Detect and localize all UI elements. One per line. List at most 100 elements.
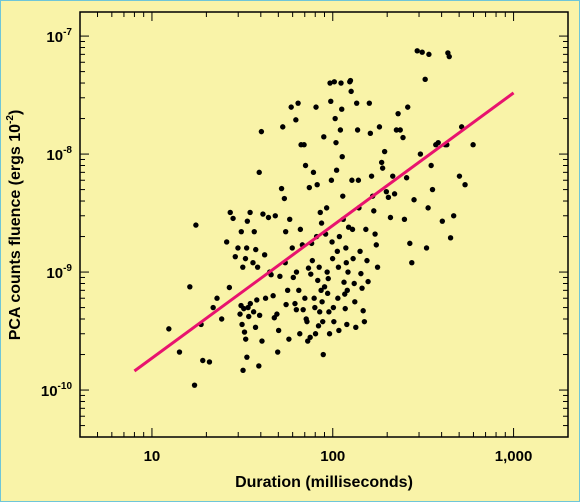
data-point [312,304,318,311]
data-point [423,245,430,251]
data-point [336,327,342,334]
data-point [428,162,434,169]
data-point [358,270,364,277]
x-axis-title: Duration (milliseconds) [235,474,413,491]
data-point [305,265,312,271]
data-point [403,175,410,181]
data-point [307,334,313,340]
data-point [439,218,446,224]
data-point [244,354,250,360]
data-point [350,255,356,262]
data-point [345,269,351,275]
data-point [365,278,371,285]
data-point [371,208,377,214]
data-point [329,255,336,262]
x-tick-label: 10 [144,448,161,465]
y-tick-label: 10-9 [46,263,72,282]
data-point [271,315,278,321]
data-point [338,80,344,86]
data-point [317,209,323,216]
data-point [243,245,250,251]
data-point [320,318,326,325]
data-point [250,260,256,266]
data-point [387,214,394,221]
data-point [426,51,432,58]
data-point [336,233,343,240]
data-point [315,323,322,329]
y-tick-label: 10-10 [41,381,73,400]
data-point [391,191,398,197]
data-point [344,321,350,328]
data-point [323,205,330,211]
data-point [300,306,306,313]
data-point [405,104,411,110]
data-point [293,117,299,123]
data-point [347,77,354,84]
y-tick-label: 10-8 [46,145,72,164]
data-point [166,326,172,332]
data-point [315,277,321,284]
data-point [235,245,241,251]
data-point [344,287,350,294]
data-point [214,295,220,301]
data-point [321,134,327,140]
data-point [321,284,328,290]
data-point [462,182,468,188]
data-point [302,162,309,169]
data-point [295,100,301,106]
data-point [349,226,356,233]
data-point [409,260,415,266]
data-point [331,79,338,85]
data-point [357,248,363,254]
data-point [310,169,317,176]
data-point [367,130,374,136]
data-point [302,295,308,301]
data-point [341,279,347,285]
data-point [292,300,298,307]
data-point [325,275,331,282]
x-tick-label: 100 [320,448,345,465]
plot-area [79,11,569,438]
data-point [191,382,198,388]
data-point [288,104,294,110]
data-point [258,128,265,135]
data-point [245,304,251,311]
data-point [244,218,251,224]
data-point [297,331,303,337]
data-point [241,329,248,335]
data-point [318,287,324,294]
data-point [312,331,319,337]
y-axis-title: PCA counts fluence (ergs 10-2) [5,110,24,341]
data-point [324,290,331,297]
data-point [422,76,428,83]
data-point [378,159,385,166]
data-point [320,351,326,358]
data-point [251,228,257,235]
data-point [283,301,289,308]
data-point [353,100,360,106]
data-point [342,305,348,312]
y-tick-label: 10-7 [46,27,72,46]
data-point [193,222,199,228]
data-point [256,169,262,176]
data-point [419,49,425,55]
data-point [328,177,335,183]
data-point [359,285,365,291]
data-point [400,134,406,141]
data-point [335,264,342,270]
data-point [334,248,341,254]
data-point [290,274,297,281]
data-point [260,211,266,217]
data-point [239,321,245,328]
data-point [368,173,375,179]
data-point [317,309,323,315]
data-point [262,295,269,301]
data-point [256,363,262,369]
data-point [327,80,333,86]
data-point [227,209,233,216]
data-point [331,318,337,325]
data-point [240,264,246,270]
data-point [401,216,408,223]
data-point [339,106,345,112]
data-point [306,184,313,191]
